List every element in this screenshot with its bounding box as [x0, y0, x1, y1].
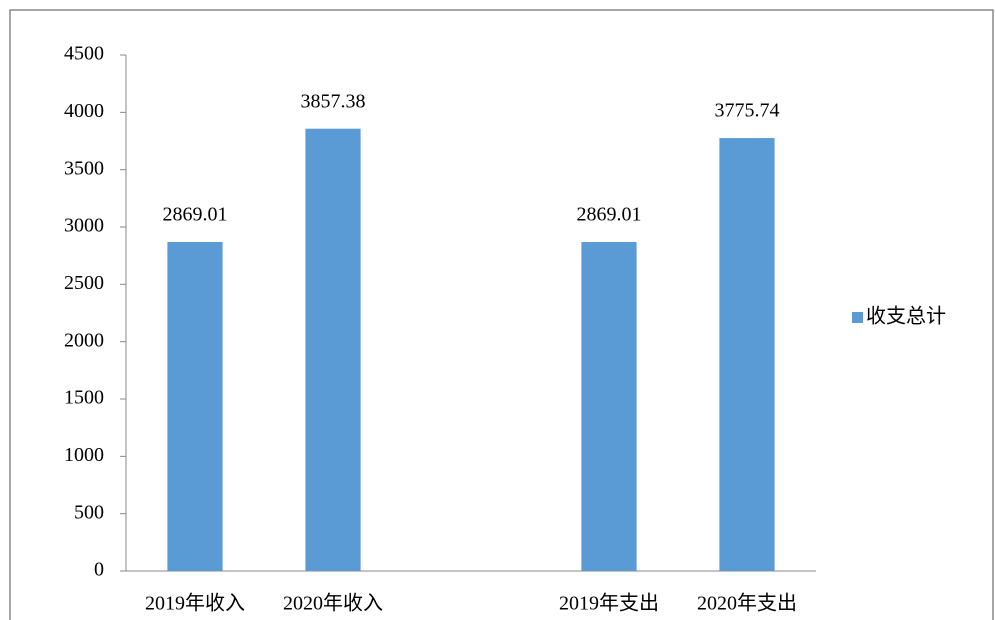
y-tick-label: 4000 — [64, 100, 104, 122]
y-tick-label: 1000 — [64, 444, 104, 466]
x-tick-label: 2020年支出 — [697, 592, 797, 615]
bar — [719, 138, 775, 572]
x-tick-label: 2019年收入 — [145, 592, 245, 615]
legend-label: 收支总计 — [866, 305, 946, 328]
legend-swatch — [852, 312, 863, 323]
x-tick-label: 2019年支出 — [559, 592, 659, 615]
y-tick-label: 4500 — [64, 43, 104, 65]
value-label: 3775.74 — [715, 100, 780, 122]
bar — [581, 242, 637, 571]
y-tick-label: 3500 — [64, 157, 104, 179]
bar — [167, 242, 223, 571]
bar — [305, 128, 361, 572]
value-label: 2869.01 — [163, 204, 228, 226]
y-tick-label: 2000 — [64, 329, 104, 351]
value-label: 2869.01 — [577, 204, 642, 226]
value-label: 3857.38 — [301, 90, 366, 112]
x-tick-label: 2020年收入 — [283, 592, 383, 615]
chart-frame — [9, 9, 994, 620]
y-tick-label: 3000 — [64, 215, 104, 237]
y-tick-label: 2500 — [64, 272, 104, 294]
y-tick-label: 1500 — [64, 387, 104, 409]
y-tick-label: 0 — [94, 559, 104, 581]
y-tick-label: 500 — [74, 501, 104, 523]
